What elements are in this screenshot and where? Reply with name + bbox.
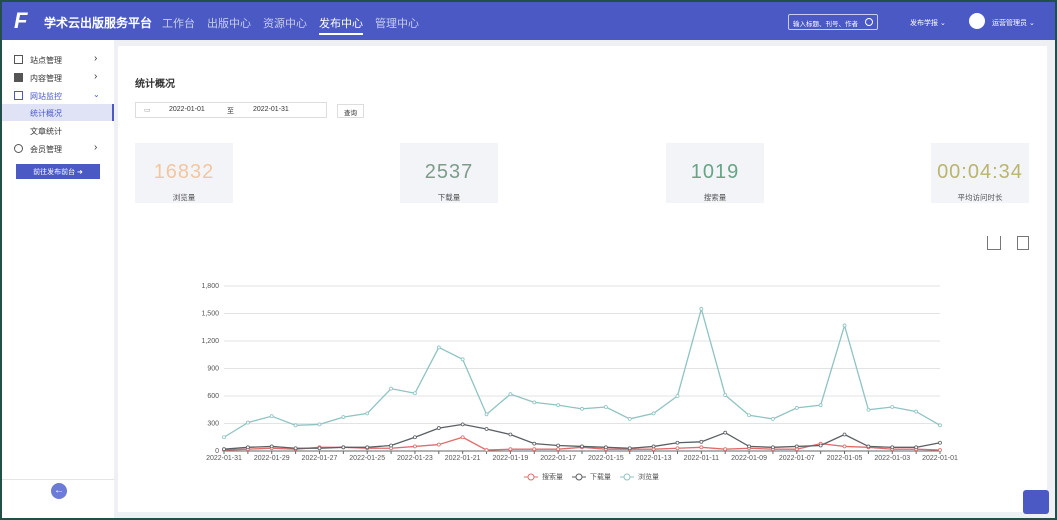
journal: 发布学报 (910, 20, 938, 27)
stat-value: 1019 (690, 161, 740, 183)
nav-item[interactable]: 出版中心 (207, 18, 251, 30)
stat-label: 下载量 (437, 193, 461, 202)
header: F 学术云出版服务平台 工作台 出版中心 资源中心 发布中心 管理中心 输入标题… (2, 2, 1055, 40)
stat-value: 16832 (153, 161, 215, 183)
download-icon[interactable] (987, 236, 1001, 250)
user-name: 运营管理员 (992, 20, 1027, 27)
query-button[interactable]: 查询 (337, 104, 364, 118)
chevron: › (94, 53, 98, 64)
icon (14, 73, 23, 82)
chat-button[interactable] (1023, 490, 1049, 514)
stat-label: 搜索量 (703, 193, 727, 202)
stat-card: 1019 搜索量 (666, 143, 764, 203)
page-title: 统计概况 (135, 79, 175, 90)
chevron: ⌄ (93, 90, 100, 99)
export-icon[interactable] (1017, 236, 1029, 250)
active-bg (2, 104, 114, 121)
journal-select[interactable]: 发布学报 ⌄ (910, 20, 946, 27)
menu-item[interactable]: 会员管理 (30, 145, 62, 154)
submenu-item-active[interactable]: 统计概况 (30, 109, 62, 118)
stat-card: 2537 下载量 (400, 143, 498, 203)
collapse-button[interactable]: ← (51, 483, 67, 499)
nav-item[interactable]: 工作台 (162, 18, 195, 30)
stat-value: 2537 (424, 161, 474, 183)
divider (2, 479, 114, 480)
logo[interactable]: F (14, 8, 28, 33)
app-title: 学术云出版服务平台 (44, 16, 153, 30)
nav-item[interactable]: 资源中心 (263, 18, 307, 30)
sidebar: 站点管理 › 内容管理 › 网站监控 ⌄ 统计概况 文章统计 会员管理 › 前往发布前台… (2, 40, 114, 518)
search-placeholder: 输入标题、刊号、作者 (793, 21, 858, 28)
nav-item[interactable]: 管理中心 (375, 18, 419, 30)
button-label: 前往发布前台 (33, 169, 76, 176)
search-icon (865, 18, 873, 26)
stat-card: 16832 浏览量 (135, 143, 233, 203)
menu-item[interactable]: 内容管理 (30, 74, 62, 83)
avatar[interactable] (969, 13, 985, 29)
date-range[interactable]: ▭ 2022-01-01 至 2022-01-31 (135, 102, 327, 118)
submenu-item[interactable]: 文章统计 (30, 127, 62, 136)
search-box[interactable]: 输入标题、刊号、作者 (788, 14, 878, 30)
date-separator: 至 (227, 108, 234, 115)
calendar-icon: ▭ (144, 107, 151, 114)
icon (14, 91, 23, 100)
date-start: 2022-01-01 (169, 106, 205, 113)
nav-item-active[interactable]: 发布中心 (319, 15, 363, 35)
menu-item[interactable]: 站点管理 (30, 56, 62, 65)
stat-card: 00:04:34 平均访问时长 (931, 143, 1029, 203)
front-button[interactable]: 前往发布前台 ➜ (16, 164, 100, 179)
date-end: 2022-01-31 (253, 106, 289, 113)
icon (14, 55, 23, 64)
content: 统计概况 ▭ 2022-01-01 至 2022-01-31 查询 16832 浏… (118, 46, 1047, 512)
icon (14, 144, 23, 153)
user-menu[interactable]: 运营管理员 ⌄ (992, 20, 1035, 27)
chevron: › (94, 71, 98, 82)
stat-label: 平均访问时长 (957, 193, 1003, 202)
menu-item[interactable]: 网站监控 (30, 92, 62, 101)
stat-value: 00:04:34 (937, 161, 1023, 183)
chevron: › (94, 142, 98, 153)
stat-label: 浏览量 (172, 193, 196, 202)
